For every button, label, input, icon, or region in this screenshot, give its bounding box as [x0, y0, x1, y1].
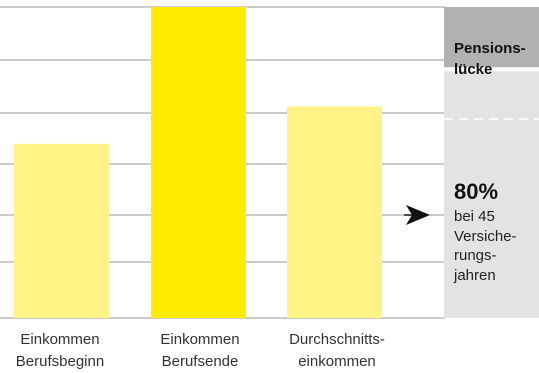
category-label-berufsbeginn: Einkommen Berufsbeginn [15, 331, 105, 370]
pension-gap-segment [444, 7, 539, 70]
bar-0 [14, 143, 109, 318]
pension-reference-column [404, 7, 539, 318]
bar-2 [287, 106, 382, 319]
bar-1 [151, 7, 246, 318]
replacement-rate-segment [444, 69, 539, 318]
pension-gap-label: Pensions- lücke [454, 40, 526, 78]
arrow-right-icon [406, 205, 430, 225]
category-label-berufsende: Einkommen Berufsende [160, 331, 240, 370]
replacement-rate-value: 80% [454, 179, 499, 204]
category-label-durchschnittseinkommen: Durchschnitts- einkommen [289, 331, 385, 370]
replacement-rate-caption: bei 45 Versiche- rungs- jahren [454, 208, 517, 284]
bar-series [14, 7, 382, 319]
